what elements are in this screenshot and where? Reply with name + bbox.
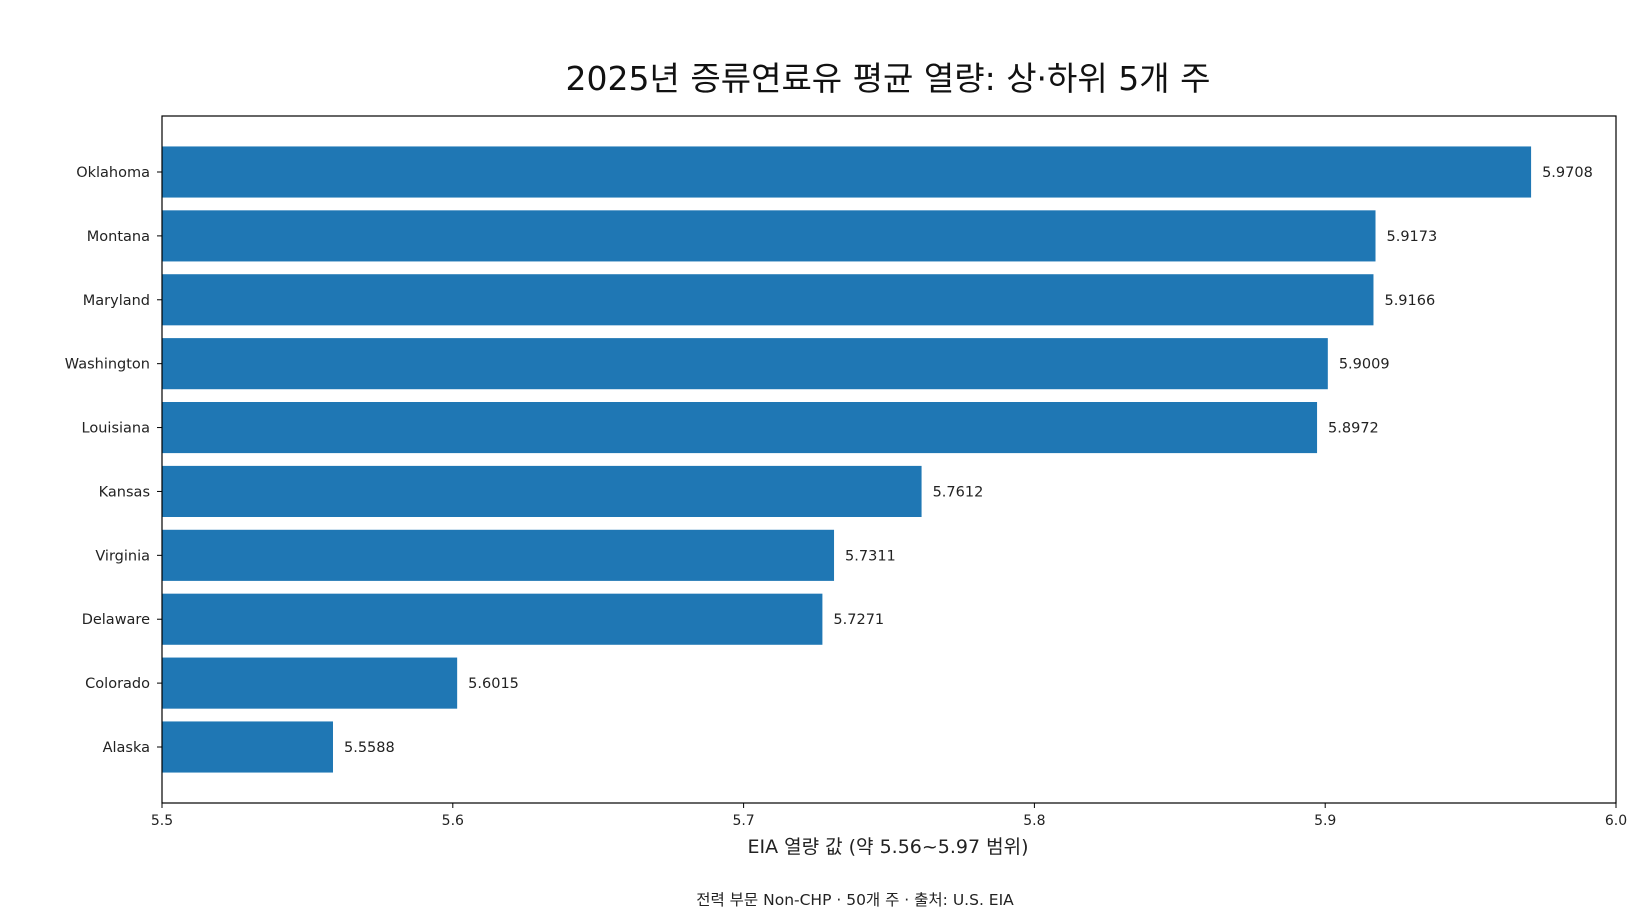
bar-washington — [162, 338, 1328, 390]
data-label-kansas: 5.7612 — [933, 484, 984, 500]
bar-oklahoma — [162, 146, 1532, 198]
y-tick-label-louisiana: Louisiana — [82, 421, 150, 437]
y-tick-label-colorado: Colorado — [85, 676, 150, 692]
plot-frame — [161, 115, 1617, 804]
y-tick-label-maryland: Maryland — [83, 293, 150, 309]
data-label-delaware: 5.7271 — [833, 612, 884, 628]
data-label-oklahoma: 5.9708 — [1542, 165, 1593, 181]
x-tick-label-4: 5.9 — [1314, 813, 1336, 829]
data-label-colorado: 5.6015 — [468, 676, 519, 692]
chart-footnote: 전력 부문 Non-CHP · 50개 주 · 출처: U.S. EIA — [696, 891, 1014, 909]
y-tick-label-alaska: Alaska — [103, 740, 150, 756]
x-tick-label-3: 5.8 — [1023, 813, 1045, 829]
y-tick-label-kansas: Kansas — [99, 484, 150, 500]
bar-maryland — [162, 274, 1374, 326]
x-tick-label-5: 6.0 — [1605, 813, 1627, 829]
y-tick-label-delaware: Delaware — [82, 612, 150, 628]
bar-virginia — [162, 529, 835, 581]
bar-delaware — [162, 593, 823, 645]
bar-louisiana — [162, 402, 1318, 454]
y-tick-label-montana: Montana — [87, 229, 150, 245]
y-axis: Oklahoma Montana Maryland Washington Louisia… — [65, 165, 162, 756]
y-tick-label-virginia: Virginia — [95, 548, 150, 564]
bar-kansas — [162, 465, 922, 517]
data-label-louisiana: 5.8972 — [1328, 421, 1379, 437]
data-label-montana: 5.9173 — [1387, 229, 1438, 245]
bar-colorado — [162, 657, 458, 709]
data-label-washington: 5.9009 — [1339, 357, 1390, 373]
data-label-alaska: 5.5588 — [344, 740, 395, 756]
y-tick-label-washington: Washington — [65, 357, 150, 373]
y-tick-label-oklahoma: Oklahoma — [76, 165, 150, 181]
x-tick-label-0: 5.5 — [151, 813, 173, 829]
chart-title: 2025년 증류연료유 평균 열량: 상·하위 5개 주 — [566, 59, 1211, 98]
data-label-maryland: 5.9166 — [1384, 293, 1435, 309]
x-axis-label: EIA 열량 값 (약 5.56~5.97 범위) — [747, 836, 1028, 858]
bars-layer — [162, 146, 1532, 773]
value-labels-layer: 5.9708 5.9173 5.9166 5.9009 5.8972 5.7612 5.73… — [344, 165, 1593, 756]
bar-alaska — [162, 721, 333, 773]
data-label-virginia: 5.7311 — [845, 548, 896, 564]
bar-montana — [162, 210, 1376, 262]
x-tick-label-2: 5.7 — [732, 813, 754, 829]
x-axis: 5.5 5.6 5.7 5.8 5.9 6.0 — [151, 803, 1627, 829]
x-tick-label-1: 5.6 — [442, 813, 464, 829]
